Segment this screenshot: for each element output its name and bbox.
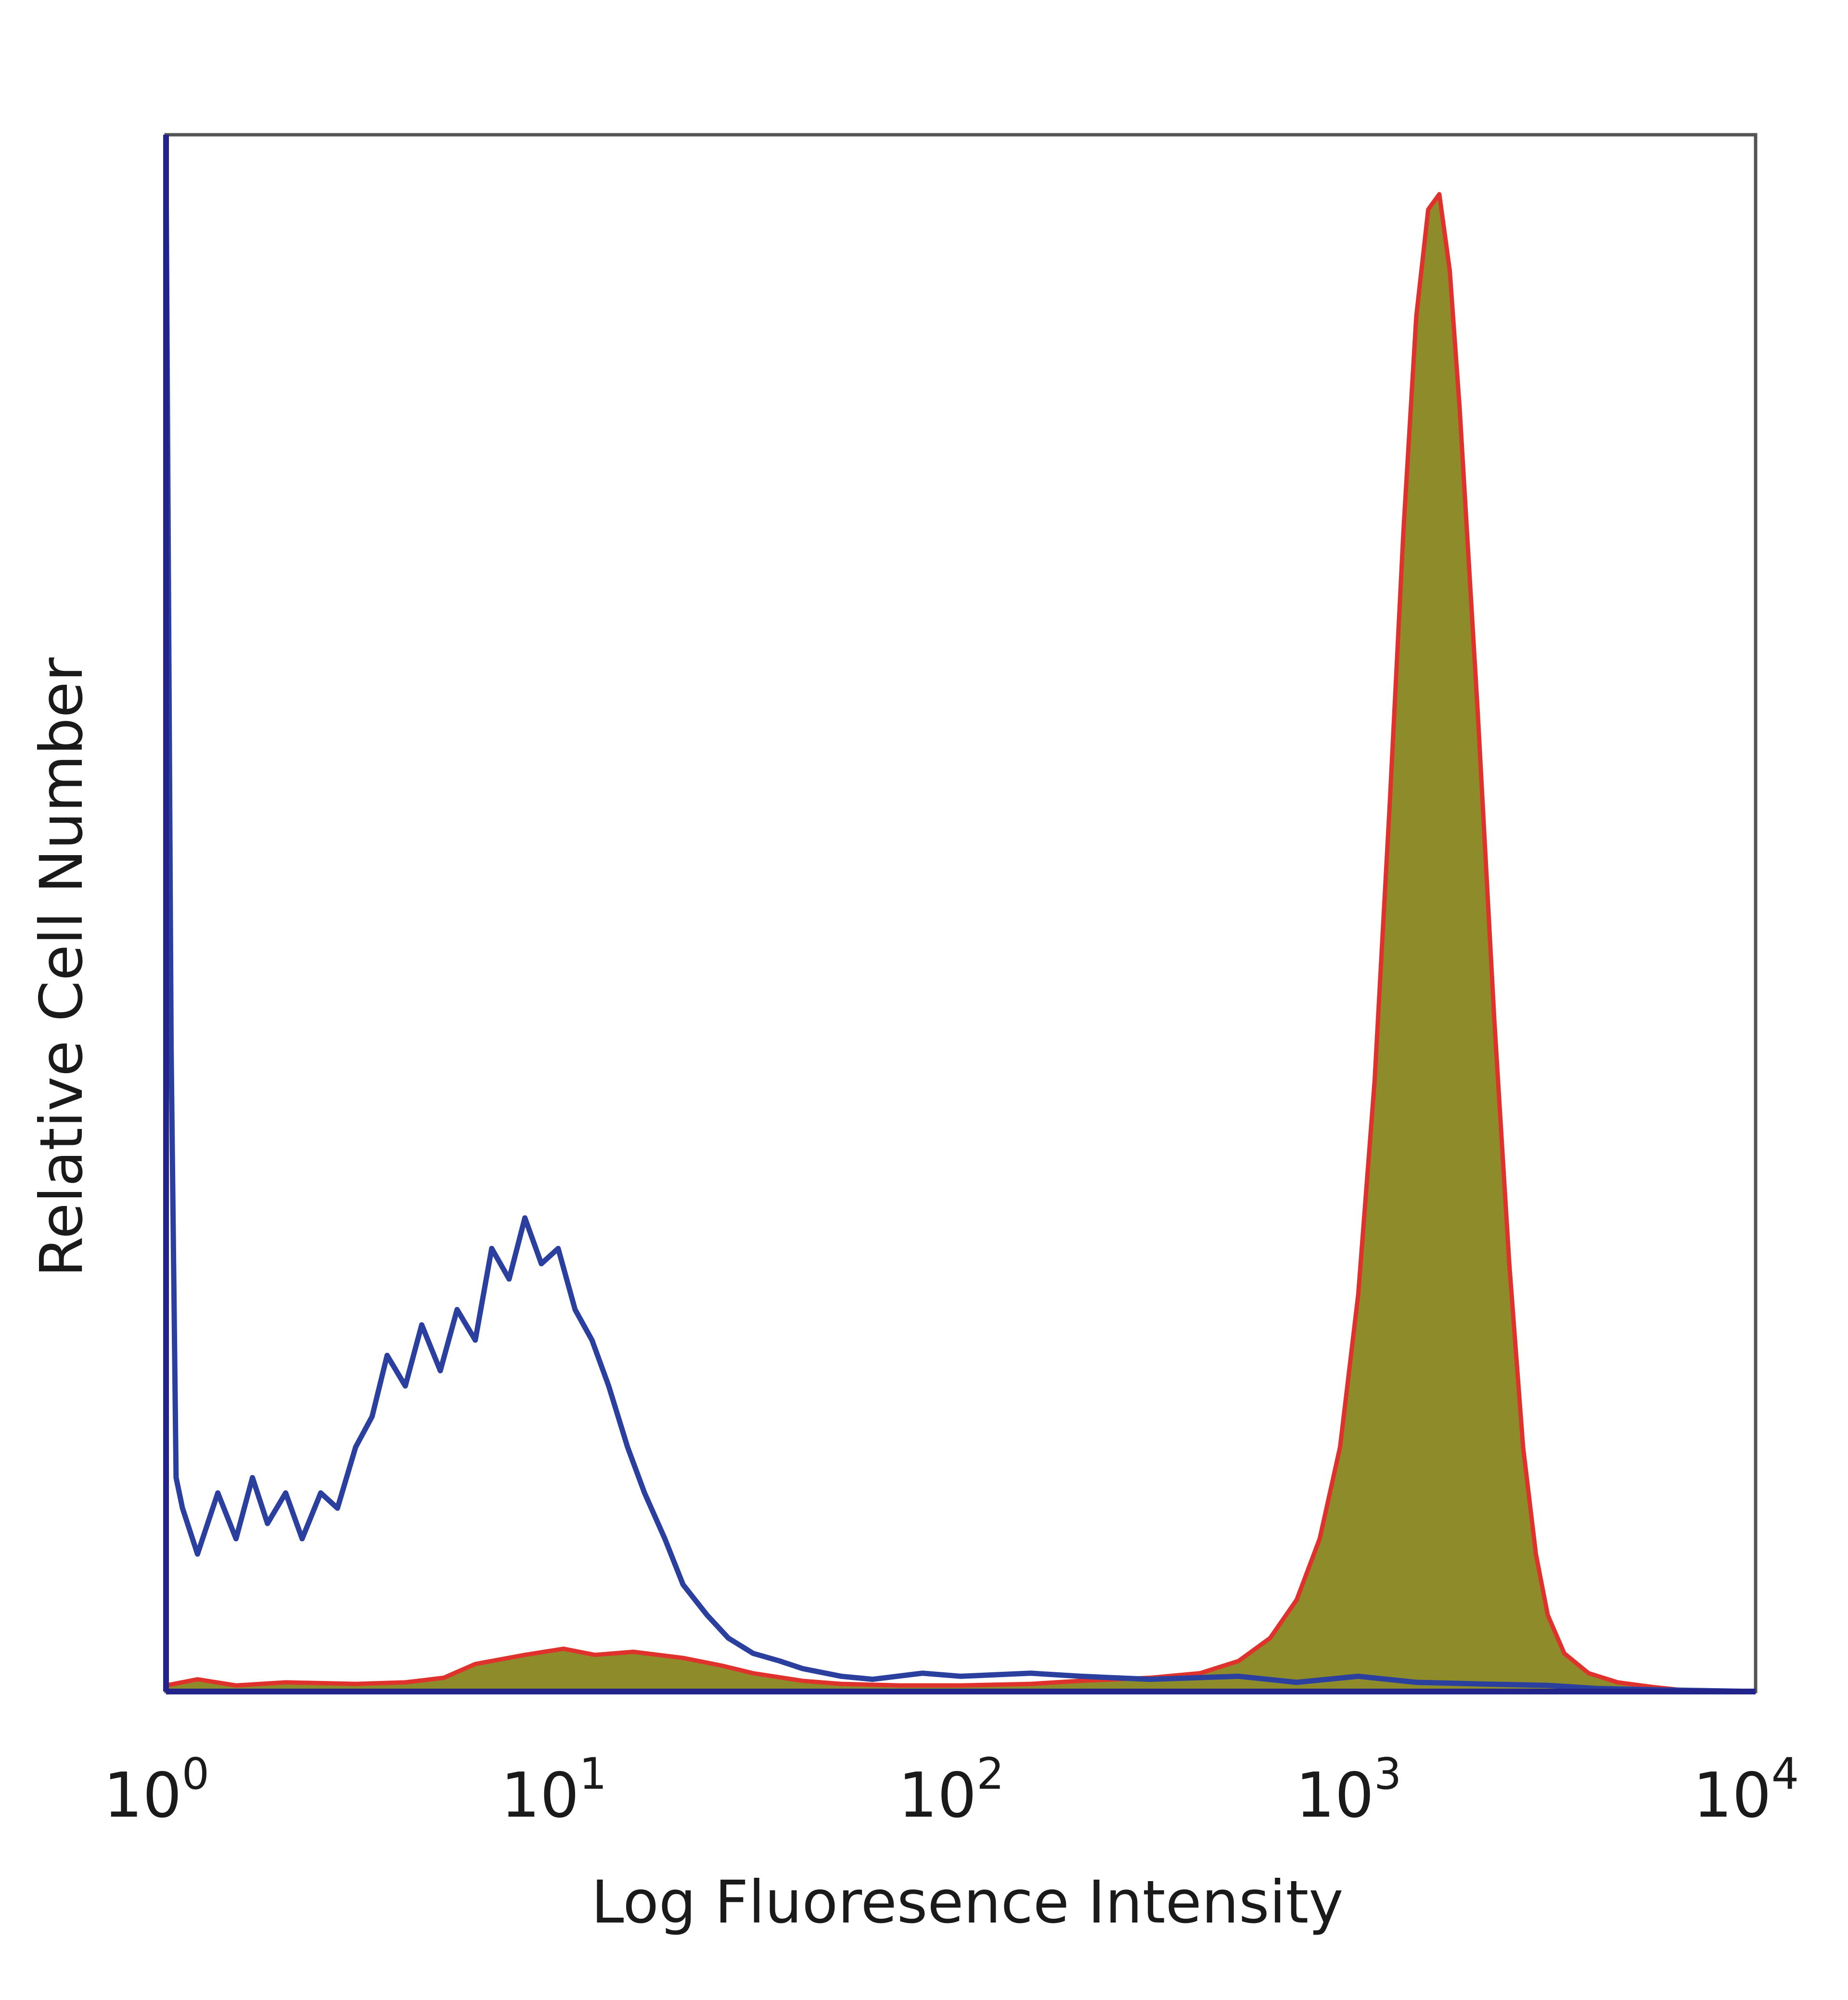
y-axis-title: Relative Cell Number (27, 657, 96, 1277)
x-tick-label-1: 101 (501, 1749, 607, 1832)
series-0-line (163, 163, 1756, 1694)
axis-layer (163, 133, 1758, 1694)
tick-labels: 100 101 102 103 104 (103, 1749, 1799, 1832)
x-tick-label-4: 104 (1693, 1749, 1799, 1832)
series-1-line (166, 192, 1756, 1694)
x-tick-label-2: 102 (898, 1749, 1004, 1832)
series-1-area (166, 194, 1756, 1692)
x-axis-title: Log Fluoresence Intensity (591, 1868, 1343, 1936)
x-tick-label-3: 103 (1296, 1749, 1401, 1832)
x-tick-label-0: 100 (103, 1749, 209, 1832)
series-layer (163, 163, 1756, 1694)
